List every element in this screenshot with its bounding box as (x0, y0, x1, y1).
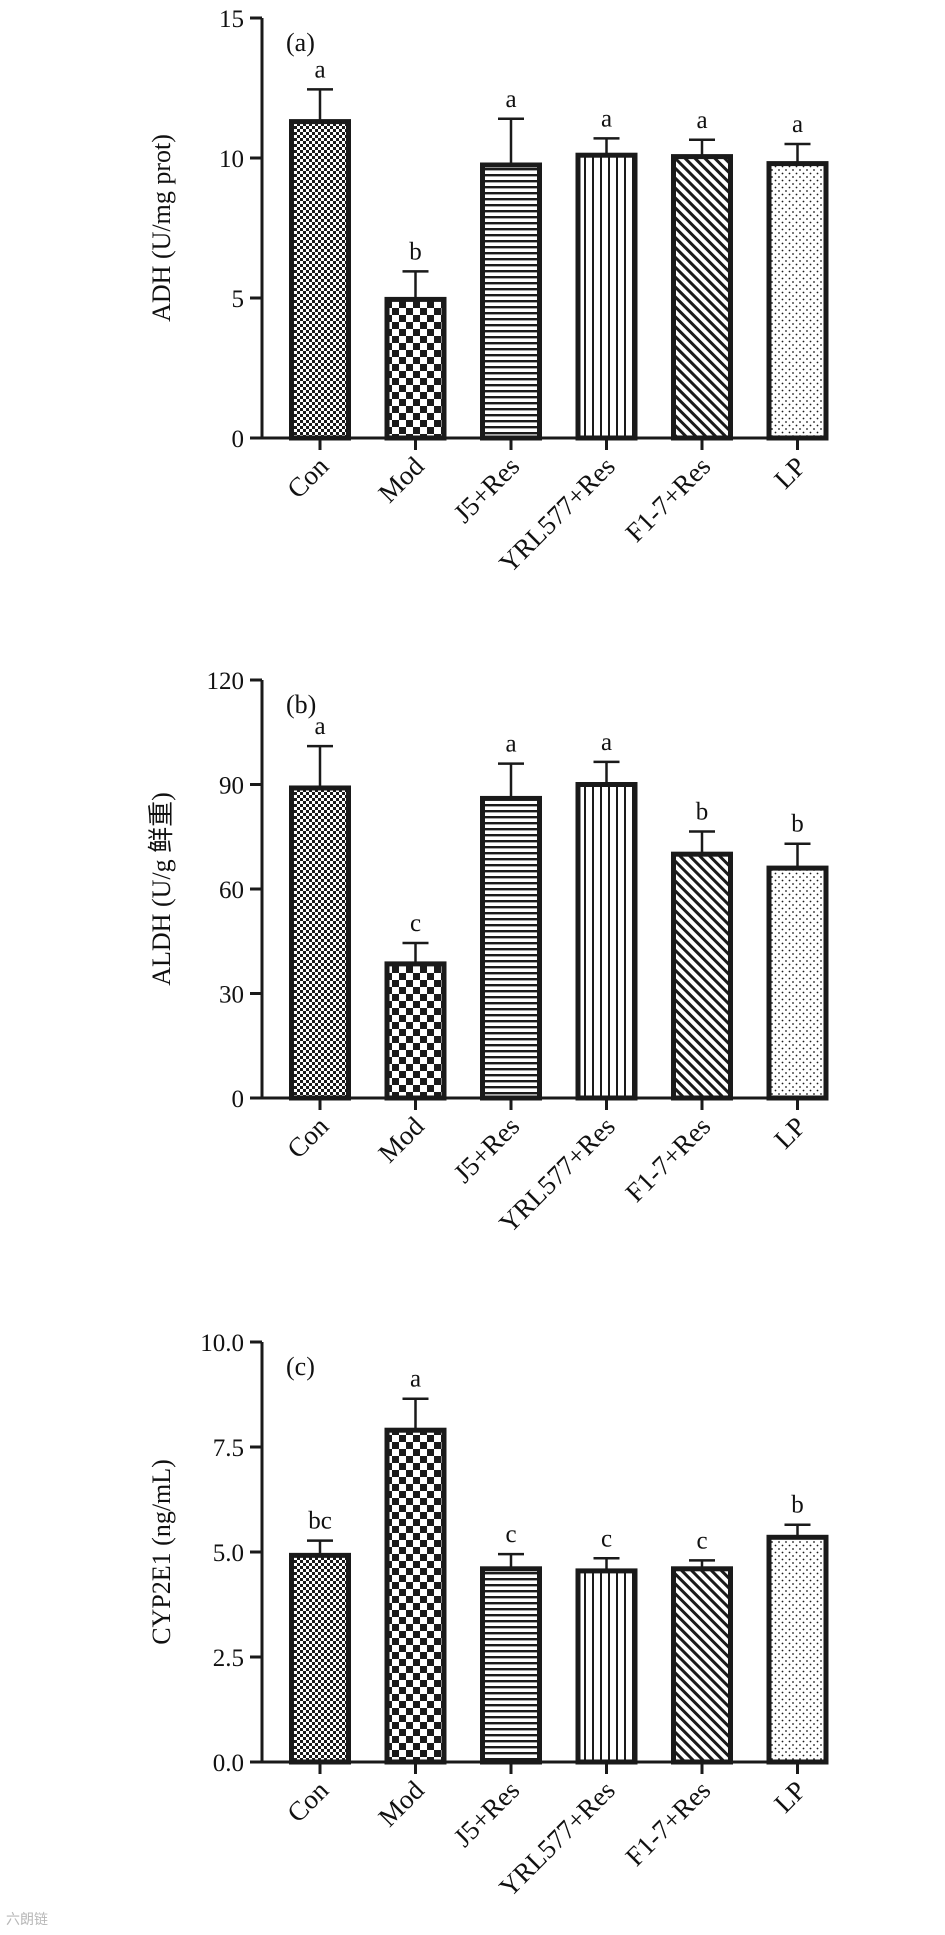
bar-j5-res (480, 795, 542, 1101)
category-label: J5+Res (448, 451, 526, 529)
y-tick-label: 90 (219, 773, 244, 800)
bar-yrl577-res (575, 782, 638, 1101)
bar-f1-7-res (671, 154, 733, 441)
category-label: Con (281, 1775, 334, 1828)
y-axis-title: CYP2E1 (ng/mL) (147, 1459, 176, 1645)
significance-label: a (601, 105, 612, 132)
category-label: LP (768, 1775, 811, 1818)
category-label: LP (768, 451, 811, 494)
significance-label: bc (308, 1508, 332, 1535)
panel-label: (c) (286, 1352, 315, 1381)
category-label: Mod (372, 1775, 430, 1833)
watermark: 六朗链 (6, 1912, 48, 1928)
bar-lp (766, 1534, 829, 1765)
category-label: Con (281, 1111, 334, 1164)
significance-label: c (410, 910, 421, 937)
significance-label: b (791, 811, 804, 838)
bar-mod (384, 961, 447, 1101)
panel-label: (a) (286, 28, 315, 57)
bar-lp (766, 161, 829, 441)
bar-j5-res (480, 162, 542, 441)
significance-label: b (409, 238, 422, 265)
y-tick-label: 5 (232, 286, 245, 313)
bar-yrl577-res (575, 152, 638, 441)
y-tick-label: 0 (232, 1086, 245, 1113)
significance-label: b (696, 799, 709, 826)
category-label: Mod (372, 451, 430, 509)
category-label: F1-7+Res (620, 451, 717, 548)
category-label: LP (768, 1111, 811, 1154)
y-tick-label: 30 (219, 982, 244, 1009)
category-label: F1-7+Res (620, 1775, 717, 1872)
category-label: J5+Res (448, 1775, 526, 1853)
bar-con (289, 785, 351, 1101)
bar-yrl577-res (575, 1568, 638, 1765)
y-tick-label: 0 (232, 426, 245, 453)
y-tick-label: 10 (219, 146, 244, 173)
significance-label: c (601, 1525, 612, 1552)
category-label: J5+Res (448, 1111, 526, 1189)
bar-con (289, 1552, 351, 1765)
significance-label: a (505, 731, 516, 758)
significance-label: a (792, 111, 803, 138)
panel-label: (b) (286, 690, 316, 719)
bar-f1-7-res (671, 851, 733, 1101)
y-tick-label: 10.0 (200, 1330, 244, 1357)
bar-lp (766, 865, 829, 1101)
significance-label: a (314, 56, 325, 83)
bar-j5-res (480, 1566, 542, 1765)
significance-label: c (696, 1527, 707, 1554)
y-tick-label: 2.5 (213, 1645, 244, 1672)
y-tick-label: 7.5 (213, 1435, 244, 1462)
y-axis-title: ALDH (U/g 鲜重) (147, 792, 176, 986)
y-tick-label: 5.0 (213, 1540, 244, 1567)
significance-label: a (696, 107, 707, 134)
y-tick-label: 15 (219, 6, 244, 33)
significance-label: c (505, 1521, 516, 1548)
significance-label: a (505, 86, 516, 113)
significance-label: a (314, 713, 325, 740)
bar-mod (384, 1427, 447, 1765)
category-label: Con (281, 451, 334, 504)
y-tick-label: 120 (207, 668, 245, 695)
y-tick-label: 0.0 (213, 1750, 244, 1777)
bar-f1-7-res (671, 1566, 733, 1765)
category-label: F1-7+Res (620, 1111, 717, 1208)
significance-label: a (410, 1366, 421, 1393)
category-label: Mod (372, 1111, 430, 1169)
significance-label: b (791, 1492, 804, 1519)
bar-con (289, 119, 351, 441)
y-tick-label: 60 (219, 877, 244, 904)
bar-mod (384, 296, 447, 441)
significance-label: a (601, 729, 612, 756)
y-axis-title: ADH (U/mg prot) (147, 134, 176, 322)
